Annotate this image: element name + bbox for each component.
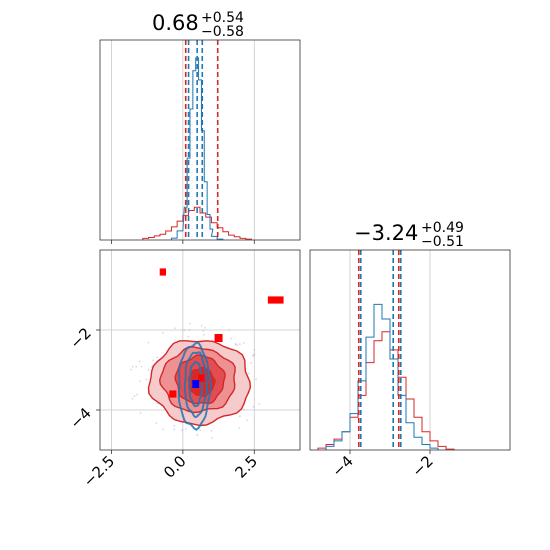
joint-sample-point xyxy=(252,354,255,357)
joint-sample-point xyxy=(199,429,202,432)
joint-sample-point xyxy=(147,368,150,371)
joint-sample-point xyxy=(238,415,241,418)
joint-blue-contour-3 xyxy=(188,360,203,408)
joint-sample-point xyxy=(187,335,190,338)
joint-sample-point xyxy=(145,378,148,381)
joint-sample-point xyxy=(210,429,213,432)
joint-blue-contour-1 xyxy=(177,341,212,431)
joint-sample-point xyxy=(140,365,143,368)
marginal-panel-param-2: −4 −2 xyxy=(309,249,511,480)
joint-red-marker xyxy=(267,296,284,304)
right-xtick-label: −4 xyxy=(328,452,356,480)
joint-red-marker xyxy=(198,374,205,382)
joint-sample-point xyxy=(247,372,250,375)
joint-sample-point xyxy=(138,360,141,363)
joint-red-marker xyxy=(169,390,177,398)
marginal-panel-param-2-frame xyxy=(309,249,511,451)
joint-sample-point xyxy=(211,436,214,439)
title-param-1: 0.68 +0.54 −0.58 xyxy=(152,10,244,40)
joint-sample-point xyxy=(173,428,176,431)
top-hist-red xyxy=(142,206,252,240)
joint-sample-point xyxy=(228,328,231,331)
marginal-panel-param-1-frame xyxy=(99,39,301,241)
joint-sample-point xyxy=(152,359,155,362)
joint-sample-point xyxy=(131,365,134,368)
joint-sample-point xyxy=(258,403,261,405)
marginal-panel-param-1 xyxy=(99,39,301,244)
joint-sample-point xyxy=(234,343,237,345)
joint-sample-point xyxy=(185,428,187,430)
joint-sample-point xyxy=(204,326,206,329)
joint-xtick-label: 2.5 xyxy=(232,452,262,482)
joint-sample-point xyxy=(130,368,132,371)
joint-sample-point xyxy=(156,356,159,359)
joint-sample-point xyxy=(252,405,255,408)
joint-sample-point xyxy=(246,419,249,422)
right-hist-blue xyxy=(325,303,439,450)
title-param-1-upper: +0.54 xyxy=(201,10,244,26)
joint-sample-point xyxy=(156,402,159,405)
title-param-2-lower: −0.51 xyxy=(421,234,464,250)
joint-sample-point xyxy=(196,434,199,436)
joint-sample-point xyxy=(200,324,203,327)
joint-sample-point xyxy=(255,378,257,381)
joint-sample-point xyxy=(135,365,138,368)
top-hist-blue xyxy=(170,57,224,240)
joint-sample-point xyxy=(242,408,245,411)
joint-red-marker xyxy=(214,334,223,342)
joint-sample-point xyxy=(252,354,255,357)
joint-sample-point xyxy=(161,331,164,334)
joint-sample-point xyxy=(238,426,241,429)
title-param-2-upper: +0.49 xyxy=(421,220,464,236)
joint-panel: −2.5 0.0 2.5 −2 −4 xyxy=(66,249,301,491)
joint-sample-point xyxy=(203,333,205,336)
joint-sample-point xyxy=(147,341,150,344)
joint-sample-point xyxy=(238,343,241,346)
joint-sample-point xyxy=(250,361,253,364)
joint-sample-point xyxy=(189,322,192,325)
joint-sample-point xyxy=(243,342,245,344)
joint-sample-point xyxy=(133,395,136,398)
joint-sample-point xyxy=(183,329,186,332)
joint-red-marker xyxy=(159,268,166,276)
right-hist-red xyxy=(317,331,455,450)
title-param-2: −3.24 +0.49 −0.51 xyxy=(354,220,464,250)
joint-blue-contour-2 xyxy=(183,351,208,419)
joint-ytick-label: −2 xyxy=(66,324,94,352)
joint-sample-point xyxy=(136,393,138,396)
joint-xtick-label: −2.5 xyxy=(80,452,118,490)
joint-sample-point xyxy=(131,397,134,400)
joint-sample-point xyxy=(230,337,233,340)
joint-blue-marker xyxy=(192,380,200,388)
joint-sample-point xyxy=(139,380,142,383)
joint-sample-point xyxy=(155,422,158,424)
joint-sample-point xyxy=(181,429,183,432)
joint-sample-point xyxy=(253,349,256,352)
joint-sample-point xyxy=(202,329,205,332)
title-param-1-lower: −0.58 xyxy=(201,24,244,40)
joint-sample-point xyxy=(162,428,165,431)
right-xtick-label: −2 xyxy=(408,452,436,480)
joint-sample-point xyxy=(173,424,176,427)
joint-sample-point xyxy=(139,412,142,414)
joint-xtick-label: 0.0 xyxy=(160,452,190,482)
joint-sample-point xyxy=(188,328,191,331)
joint-ytick-label: −4 xyxy=(66,404,94,432)
joint-panel-frame xyxy=(99,249,301,451)
joint-sample-point xyxy=(253,353,256,356)
joint-sample-point xyxy=(234,343,237,346)
joint-sample-point xyxy=(174,327,176,330)
joint-sample-point xyxy=(236,344,239,347)
title-param-2-value: −3.24 xyxy=(354,221,418,245)
title-param-1-value: 0.68 xyxy=(152,11,199,35)
